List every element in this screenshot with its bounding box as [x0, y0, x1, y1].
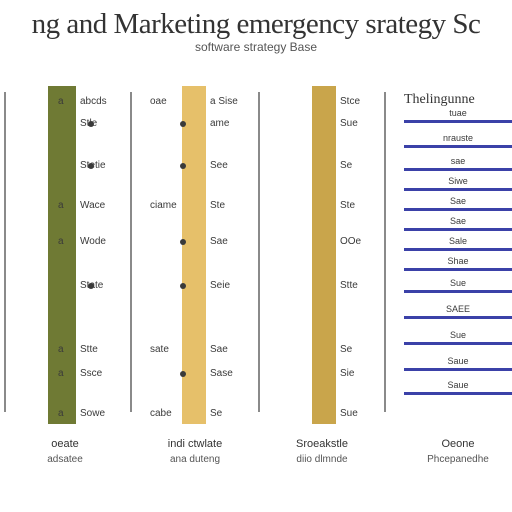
rule-line	[404, 145, 512, 148]
right-panel-row: Sue	[449, 330, 466, 340]
row-dot-icon	[88, 283, 94, 289]
right-panel-row: Sale	[448, 236, 467, 246]
column-2-footer-line-2: ana duteng	[169, 454, 221, 465]
table-cell: Ste	[210, 200, 226, 211]
rule-line	[404, 368, 512, 371]
row-dot-icon	[88, 163, 94, 169]
column-divider	[258, 92, 260, 412]
right-panel-row: nrauste	[442, 133, 474, 143]
table-cell: Se	[340, 160, 353, 171]
row-marker: a	[58, 96, 64, 107]
right-panel-row: tuae	[449, 108, 467, 118]
right-panel-row: Sae	[449, 196, 466, 206]
column-divider	[4, 92, 6, 412]
right-panel-heading: Thelingunne	[404, 92, 475, 107]
rule-line	[404, 228, 512, 231]
table-cell: Se	[210, 408, 223, 419]
row-marker: a	[58, 344, 64, 355]
right-panel-row: sae	[450, 156, 466, 166]
table-cell: See	[210, 160, 228, 171]
row-marker: a	[58, 408, 64, 419]
column-2-footer-line-1: indi ctwlate	[167, 438, 223, 450]
column-3-footer: Sroeakstle diio dlmnde	[272, 436, 372, 468]
table-cell: a Sise	[210, 96, 238, 107]
row-marker: sate	[150, 344, 169, 355]
table-cell: Sue	[340, 408, 358, 419]
row-dot-icon	[180, 163, 186, 169]
strategy-bar-olive	[48, 86, 76, 424]
table-cell: Wace	[80, 200, 106, 211]
table-cell: abcds	[80, 96, 107, 107]
row-marker: ciame	[150, 200, 177, 211]
table-cell: Wode	[80, 236, 106, 247]
rule-line	[404, 316, 512, 319]
page-subtitle: software strategy Base	[194, 40, 318, 54]
strategy-bar-tan	[312, 86, 336, 424]
rule-line	[404, 342, 512, 345]
page-title: ng and Marketing emergency srategy Sc	[31, 8, 481, 40]
row-dot-icon	[180, 239, 186, 245]
row-marker: a	[58, 200, 64, 211]
column-divider	[384, 92, 386, 412]
rule-line	[404, 188, 512, 191]
right-panel-footer-line-1: Oeone	[441, 438, 475, 450]
row-dot-icon	[180, 371, 186, 377]
right-panel-row: Saue	[447, 356, 469, 366]
table-cell: Se	[340, 344, 353, 355]
column-1-footer-line-2: adsatee	[47, 454, 83, 465]
row-dot-icon	[180, 283, 186, 289]
row-dot-icon	[88, 121, 94, 127]
table-cell: Sase	[210, 368, 233, 379]
rule-line	[404, 268, 512, 271]
right-panel-footer-line-2: Phcepanedhe	[427, 454, 489, 465]
rule-line	[404, 248, 512, 251]
column-3-footer-line-1: Sroeakstle	[296, 438, 348, 450]
table-cell: Sae	[210, 344, 228, 355]
row-dot-icon	[180, 121, 186, 127]
right-panel-footer: Oeone Phcepanedhe	[404, 436, 512, 468]
rule-line	[404, 120, 512, 123]
table-cell: Stce	[340, 96, 361, 107]
table-cell: Sowe	[80, 408, 106, 419]
right-panel-row: Siwe	[448, 176, 468, 186]
row-marker: a	[58, 236, 64, 247]
row-marker: cabe	[150, 408, 172, 419]
rule-line	[404, 290, 512, 293]
rule-line	[404, 208, 512, 211]
column-2-footer: indi ctwlate ana duteng	[145, 436, 245, 468]
rule-line	[404, 392, 512, 395]
right-panel-row: Sue	[449, 278, 466, 288]
rule-line	[404, 168, 512, 171]
table-cell: Sie	[340, 368, 355, 379]
row-marker: a	[58, 368, 64, 379]
strategy-bar-gold	[182, 86, 206, 424]
right-panel-row: Saue	[447, 380, 469, 390]
right-panel-row: Sae	[449, 216, 466, 226]
table-cell: Seie	[210, 280, 231, 291]
column-1-footer: oeate adsatee	[20, 436, 110, 468]
table-cell: ame	[210, 118, 230, 129]
table-cell: Stte	[340, 280, 358, 291]
table-cell: Stte	[80, 344, 98, 355]
table-cell: Sae	[210, 236, 228, 247]
table-cell: Sue	[340, 118, 358, 129]
table-cell: Ssce	[80, 368, 103, 379]
column-divider	[130, 92, 132, 412]
table-cell: Ste	[340, 200, 356, 211]
row-marker: oae	[150, 96, 167, 107]
table-cell: OOe	[340, 236, 362, 247]
right-panel-row: Shae	[447, 256, 469, 266]
column-1-footer-line-1: oeate	[51, 438, 79, 450]
right-panel-row: SAEE	[445, 304, 470, 314]
column-3-footer-line-2: diio dlmnde	[296, 454, 348, 465]
